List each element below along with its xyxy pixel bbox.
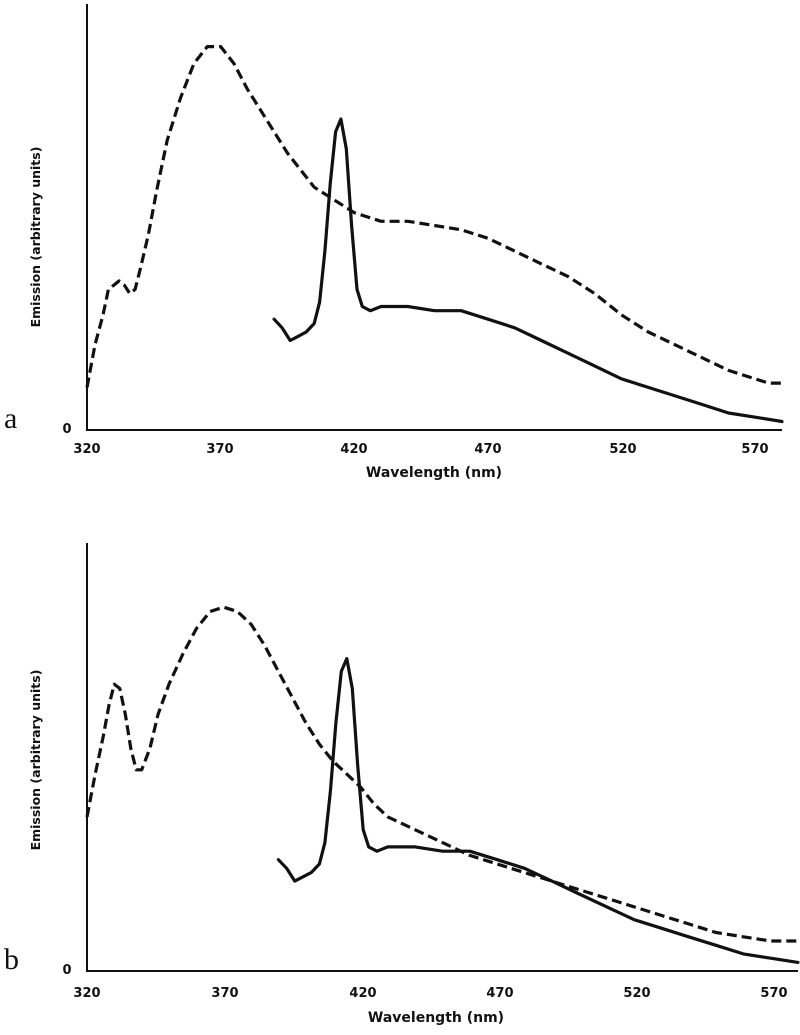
x-tick-label-a: 420 [340,442,367,457]
x-tick-label-b: 420 [349,986,376,1001]
panel-b: 320 370 420 470 520 570 0 Wavelength (nm… [4,543,800,1026]
x-axis-label-a: Wavelength (nm) [366,465,502,481]
x-tick-label-b: 320 [73,986,100,1001]
panel-label-a: a [4,402,17,435]
x-tick-label-b: 570 [760,986,787,1001]
dashed-series-line-a [85,45,782,388]
solid-series-line-b [276,657,800,964]
solid-series-line-a [272,117,784,424]
x-axis-label-b: Wavelength (nm) [368,1010,504,1026]
x-tick-label-a: 570 [741,442,768,457]
x-tick-label-a: 320 [73,442,100,457]
x-tick-label-a: 370 [206,442,233,457]
panel-label-b: b [4,943,19,976]
x-tick-label-a: 520 [609,442,636,457]
dashed-series-line-b [85,605,798,943]
panel-a: 320 370 420 470 520 570 0 Wavelength (nm… [4,4,784,481]
y-tick-label-b: 0 [62,963,71,978]
y-tick-label-a: 0 [62,422,71,437]
x-tick-label-b: 370 [211,986,238,1001]
x-tick-label-b: 470 [486,986,513,1001]
y-axis-label-a: Emission (arbitrary units) [28,147,43,328]
x-tick-label-b: 520 [623,986,650,1001]
y-axis-label-b: Emission (arbitrary units) [28,670,43,851]
x-tick-label-a: 470 [474,442,501,457]
